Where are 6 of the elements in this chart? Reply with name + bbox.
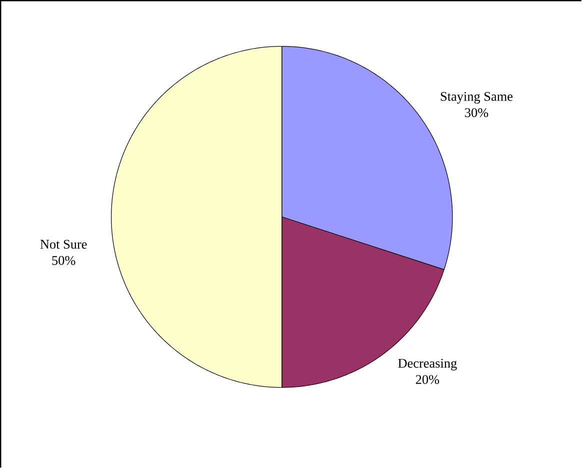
slice-label: Decreasing (398, 358, 457, 370)
data-label: 20% (416, 374, 440, 384)
slice-label: Not Sure (40, 240, 87, 249)
data-label: 30% (465, 108, 488, 118)
slice-label: Staying Same (440, 92, 513, 104)
data-label: 50% (52, 256, 76, 265)
